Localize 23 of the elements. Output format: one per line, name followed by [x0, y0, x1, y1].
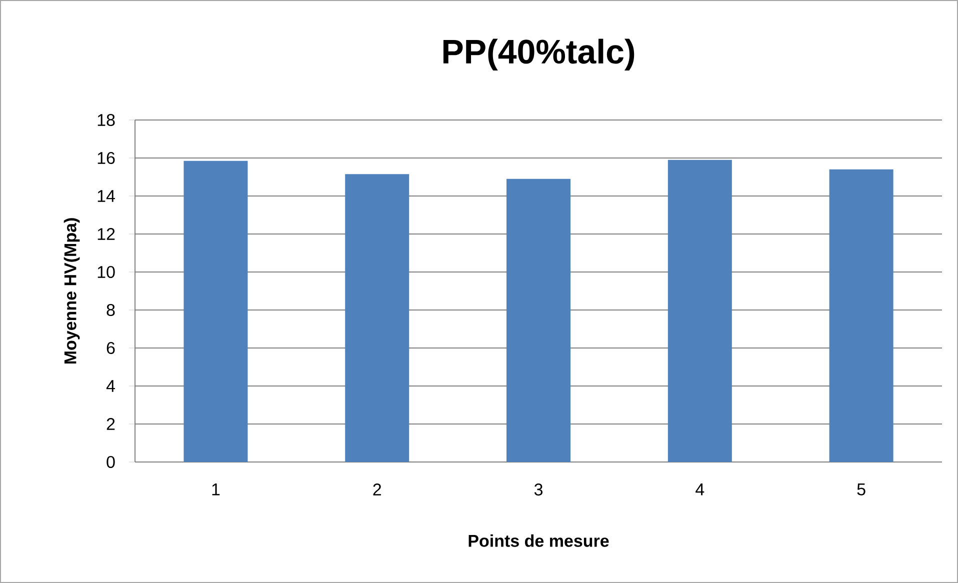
bar	[184, 160, 248, 462]
y-tick-label: 12	[98, 228, 115, 240]
y-axis-title: Moyenne HV(Mpa)	[64, 218, 80, 364]
x-tick-label: 1	[212, 484, 220, 496]
bar	[829, 169, 894, 462]
x-tick-label: 5	[857, 484, 866, 496]
y-tick-label: 18	[98, 114, 115, 126]
y-tick-label: 14	[98, 190, 115, 202]
x-tick-label: 2	[373, 484, 381, 496]
y-tick-label: 8	[106, 304, 115, 316]
y-tick-label: 4	[106, 380, 115, 392]
y-tick-label: 6	[106, 342, 115, 354]
chart-title: PP(40%talc)	[443, 38, 634, 70]
x-tick-label: 4	[696, 484, 704, 496]
y-tick-label: 2	[106, 418, 115, 430]
bar	[345, 174, 410, 462]
bar	[668, 160, 732, 462]
y-tick-label: 16	[98, 152, 115, 164]
y-tick-label: 10	[98, 266, 115, 278]
x-tick-label: 3	[534, 484, 542, 496]
bar	[506, 178, 571, 462]
y-tick-label: 0	[106, 456, 115, 468]
x-axis-title: Points de mesure	[468, 534, 609, 547]
